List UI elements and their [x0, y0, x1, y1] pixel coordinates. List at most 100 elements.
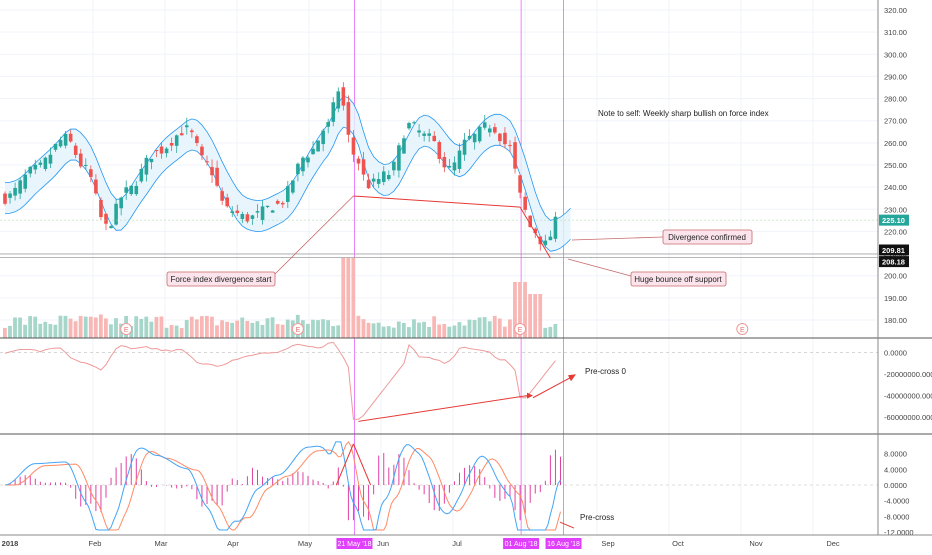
candle-body — [452, 162, 457, 171]
candle-body — [134, 185, 139, 195]
volume-bar — [432, 316, 437, 338]
candle-body — [185, 125, 189, 128]
volume-bar — [407, 327, 411, 338]
candle-body — [291, 180, 295, 193]
candle-body — [553, 216, 558, 239]
candle-body — [23, 174, 27, 189]
volume-bar — [457, 322, 462, 338]
volume-bar — [452, 325, 457, 338]
earnings-marker-label: E — [124, 327, 129, 334]
candle-body — [447, 165, 452, 168]
volume-bar — [548, 326, 553, 338]
candle-body — [467, 135, 472, 139]
candle-body — [200, 146, 204, 156]
price-tick-label: 240.00 — [884, 183, 907, 192]
volume-bar — [518, 282, 522, 338]
time-label: Jul — [452, 539, 462, 548]
candle-body — [331, 102, 336, 122]
volume-bar — [462, 325, 467, 338]
candle-body — [402, 138, 406, 154]
volume-bar — [104, 318, 108, 338]
volume-bar — [523, 282, 527, 338]
candle-body — [169, 142, 174, 146]
volume-bar — [538, 294, 543, 338]
time-label: Jun — [377, 539, 389, 548]
volume-bar — [351, 258, 356, 338]
price-tick-label: 320.00 — [884, 6, 907, 15]
volume-bars — [3, 258, 558, 338]
arrow-head — [568, 374, 576, 382]
macd-tick-label: -8.0000 — [884, 512, 909, 521]
support-lines — [0, 219, 878, 259]
candle-body — [306, 157, 310, 163]
price-tick-label: 180.00 — [884, 316, 907, 325]
candle-body — [245, 214, 250, 222]
candle-body — [179, 133, 184, 136]
volume-bar — [472, 320, 477, 338]
price-badge-label: 225.10 — [882, 216, 905, 225]
candle-body — [351, 137, 356, 155]
candle-body — [280, 202, 285, 205]
candle-body — [518, 175, 522, 193]
callout-pointer — [571, 236, 664, 241]
candle-body — [3, 193, 7, 204]
candle-body — [119, 197, 123, 209]
force-index-pane: 0.0000 -20000000.0000 -40000000.0000 -60000… — [0, 341, 932, 422]
candle-body — [301, 157, 305, 172]
volume-bar — [210, 316, 214, 338]
volume-bar — [58, 315, 63, 338]
time-highlight-label: 01 Aug '18 — [505, 541, 538, 548]
price-badge-label: 208.18 — [882, 258, 905, 267]
candle-body — [8, 193, 12, 198]
candle-body — [43, 157, 48, 169]
macd-annotation-line — [335, 443, 354, 486]
candle-body — [78, 153, 83, 167]
time-highlight-label: 16 Aug '18 — [547, 541, 580, 548]
volume-bar — [497, 318, 502, 338]
candle-body — [412, 122, 416, 124]
candle-body — [336, 91, 341, 109]
force-index-line — [4, 341, 556, 420]
force-precross-label: Pre-cross 0 — [585, 367, 626, 376]
candle-body — [346, 102, 351, 135]
candle-body — [174, 135, 179, 146]
macd-tick-label: -4.0000 — [884, 497, 909, 506]
volume-bar — [361, 319, 366, 338]
volume-bar — [270, 317, 275, 338]
candle-body — [205, 161, 209, 163]
candle-body — [94, 179, 98, 194]
candle-body — [195, 136, 199, 144]
volume-bar — [437, 324, 442, 338]
candle-body — [286, 186, 290, 202]
annotations[interactable] — [274, 195, 664, 277]
macd-tick-label: 4.0000 — [884, 465, 907, 474]
divergence-confirmed-label[interactable]: Divergence confirmed — [668, 233, 746, 242]
candle-body — [18, 180, 22, 194]
volume-bar — [341, 258, 346, 338]
volume-bar — [508, 319, 512, 338]
volume-bar — [98, 314, 103, 338]
candle-body — [230, 211, 235, 213]
volume-bar — [316, 320, 320, 338]
volume-bar — [265, 318, 270, 338]
volume-bar — [280, 324, 285, 338]
candle-body — [144, 157, 149, 175]
volume-bar — [78, 315, 83, 338]
volume-bar — [205, 315, 209, 338]
candle-body — [326, 122, 330, 127]
volume-bar — [139, 318, 144, 338]
huge-bounce-label[interactable]: Huge bounce off support — [634, 275, 722, 284]
candle-body — [48, 154, 53, 164]
volume-bar — [422, 321, 426, 338]
candle-body — [240, 213, 245, 219]
force-divergence-start-label[interactable]: Force index divergence start — [171, 275, 273, 284]
candle-body — [316, 140, 320, 152]
time-label: Mar — [155, 539, 168, 548]
volume-bar — [386, 326, 391, 338]
time-label: Dec — [826, 539, 840, 548]
price-badge-label: 209.81 — [882, 246, 905, 255]
candle-body — [89, 169, 93, 177]
candle-body — [38, 162, 43, 165]
macd-tick-label: -12.0000 — [884, 528, 914, 537]
